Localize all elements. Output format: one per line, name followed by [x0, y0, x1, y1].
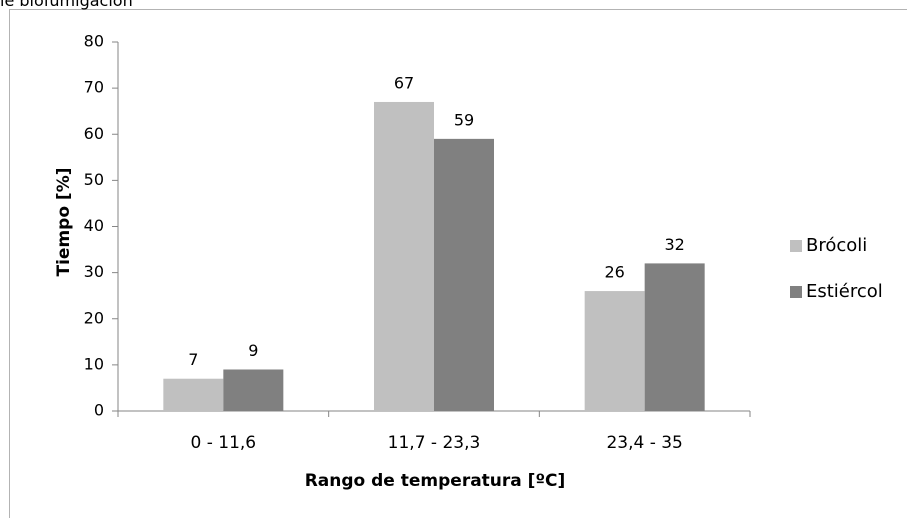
y-tick-label: 80 — [84, 32, 104, 51]
bars — [163, 101, 705, 412]
legend-swatch — [790, 240, 802, 252]
y-axis-title: Tiempo [%] — [54, 167, 74, 276]
data-label: 59 — [454, 110, 474, 129]
y-tick-label: 70 — [84, 78, 104, 97]
axes: 0 10 20 30 40 50 60 70 80 0 - 11,6 11,7 - 23,3 23,4… — [84, 32, 751, 453]
legend-label: Estiércol — [806, 281, 883, 302]
y-tick-label: 20 — [84, 308, 104, 327]
y-tick-label: 0 — [94, 401, 104, 420]
chart-frame — [9, 9, 907, 518]
legend-label: Brócoli — [806, 235, 867, 256]
y-tick-label: 10 — [84, 354, 104, 373]
bar-estiércol — [223, 369, 284, 411]
bar-brócoli — [374, 101, 434, 412]
data-label: 67 — [394, 73, 414, 92]
y-tick-label: 30 — [84, 262, 104, 281]
x-category-label: 0 - 11,6 — [191, 433, 257, 453]
y-tick-label: 40 — [84, 216, 104, 235]
legend-swatch — [790, 286, 802, 298]
y-tick-label: 50 — [84, 170, 104, 189]
bar-brócoli — [163, 378, 224, 411]
bar-estiércol — [644, 263, 705, 411]
data-label: 32 — [664, 235, 684, 254]
bar-brócoli — [584, 291, 645, 411]
bar-estiércol — [434, 138, 494, 412]
x-axis-title: Rango de temperatura [ºC] — [305, 471, 566, 491]
data-labels: 7 67 26 9 59 32 — [188, 73, 685, 369]
caption-fragment: le biofumigación — [0, 0, 133, 10]
data-label: 9 — [248, 341, 258, 360]
x-category-label: 11,7 - 23,3 — [388, 433, 481, 453]
data-label: 26 — [604, 263, 624, 282]
x-category-label: 23,4 - 35 — [606, 433, 682, 453]
data-label: 7 — [188, 350, 198, 369]
legend: Brócoli Estiércol — [790, 235, 883, 302]
y-tick-label: 60 — [84, 124, 104, 143]
